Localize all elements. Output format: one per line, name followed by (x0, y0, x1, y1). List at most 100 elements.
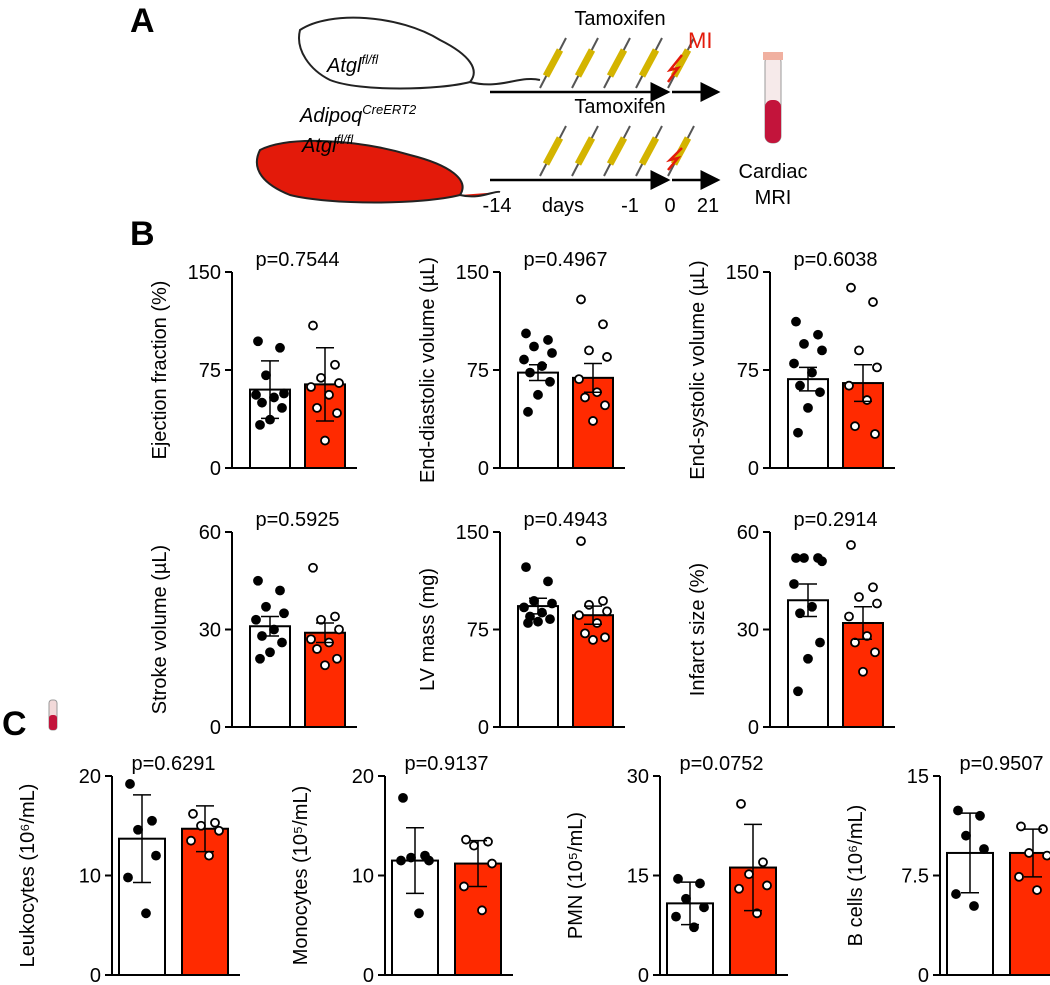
panel-label: B (130, 215, 155, 253)
error-bar (584, 362, 602, 393)
error-bar (316, 347, 334, 422)
data-point (396, 855, 406, 866)
data-point (817, 345, 827, 356)
data-point (269, 624, 279, 635)
data-point (255, 419, 265, 430)
data-point (543, 335, 553, 345)
data-point (793, 427, 803, 438)
data-point (308, 562, 318, 573)
data-point (844, 380, 854, 391)
syringe (542, 136, 564, 166)
data-point (461, 834, 471, 845)
data-point (795, 380, 805, 391)
y-tick-label: 75 (467, 360, 489, 382)
data-point (961, 830, 971, 841)
syringe (542, 48, 564, 78)
data-point (133, 824, 143, 835)
error-bar (1024, 828, 1042, 878)
data-point (598, 596, 608, 606)
error-bar (744, 823, 762, 912)
data-point (521, 328, 531, 339)
y-tick-label: 0 (748, 458, 759, 480)
data-point (813, 329, 823, 340)
y-tick-label: 0 (478, 458, 489, 480)
error-bar (529, 597, 547, 615)
y-tick-label: 75 (467, 620, 489, 642)
data-point (584, 599, 594, 610)
data-point (533, 389, 543, 400)
p-value: p=0.0752 (680, 753, 764, 775)
data-point (257, 397, 267, 408)
y-axis-label: LV mass (mg) (417, 568, 439, 691)
data-point (799, 338, 809, 349)
data-point (803, 653, 813, 664)
error-bar (469, 839, 487, 888)
data-point (320, 435, 330, 446)
genotype: Atglfl/fl (301, 132, 354, 157)
data-point (1014, 871, 1024, 882)
injury-bolt (665, 147, 683, 171)
error-bar (196, 805, 214, 853)
mouse-wt (298, 16, 541, 90)
timeline-label: -14 (483, 195, 512, 217)
data-point (414, 908, 424, 919)
data-point (600, 632, 610, 643)
data-point (406, 852, 416, 863)
y-tick-label: 15 (907, 766, 929, 788)
genotype: Atglfl/fl (326, 52, 379, 77)
data-point (858, 666, 868, 677)
y-tick-label: 0 (90, 965, 101, 985)
data-point (188, 808, 198, 819)
data-point (872, 362, 882, 373)
data-point (251, 389, 261, 400)
data-point (815, 387, 825, 398)
data-point (681, 893, 691, 904)
data-point (803, 402, 813, 413)
data-point (588, 416, 598, 426)
data-point (279, 608, 289, 619)
data-point (588, 635, 598, 645)
data-point (521, 562, 531, 572)
y-tick-label: 0 (363, 965, 374, 985)
data-point (543, 576, 553, 587)
data-point (734, 883, 744, 894)
y-tick-label: 30 (737, 620, 759, 642)
injury-bolt (666, 54, 683, 83)
data-point (545, 614, 555, 624)
bar (572, 614, 614, 729)
syringe (638, 136, 660, 166)
error-bar (854, 364, 872, 403)
data-point (807, 367, 817, 378)
y-axis-label: Stroke volume (µL) (149, 545, 171, 714)
data-point (868, 297, 878, 307)
data-point (671, 911, 681, 922)
y-tick-label: 10 (352, 866, 374, 888)
data-point (807, 601, 817, 612)
timeline-label: 21 (697, 195, 719, 217)
y-tick-label: 60 (199, 522, 221, 544)
data-point (1042, 850, 1050, 861)
error-bar (133, 794, 151, 884)
y-tick-label: 20 (79, 766, 101, 788)
data-point (870, 429, 880, 439)
data-point (330, 359, 340, 370)
y-tick-label: 0 (210, 717, 221, 739)
data-point (214, 825, 224, 836)
p-value: p=0.7544 (256, 249, 340, 271)
data-point (251, 614, 261, 625)
error-bar (584, 605, 602, 626)
y-axis-label: PMN (10⁵/mL) (565, 812, 587, 939)
y-axis-label: Ejection fraction (%) (149, 281, 171, 460)
data-point (424, 855, 434, 866)
data-point (854, 345, 864, 356)
data-point (793, 686, 803, 697)
blood-tube (763, 52, 783, 60)
data-point (584, 345, 594, 356)
y-axis-label: End-diastolic volume (µL) (417, 257, 439, 483)
data-point (265, 647, 275, 658)
data-point (332, 653, 342, 664)
y-tick-label: 75 (737, 360, 759, 382)
data-point (277, 637, 287, 648)
error-bar (406, 826, 424, 895)
